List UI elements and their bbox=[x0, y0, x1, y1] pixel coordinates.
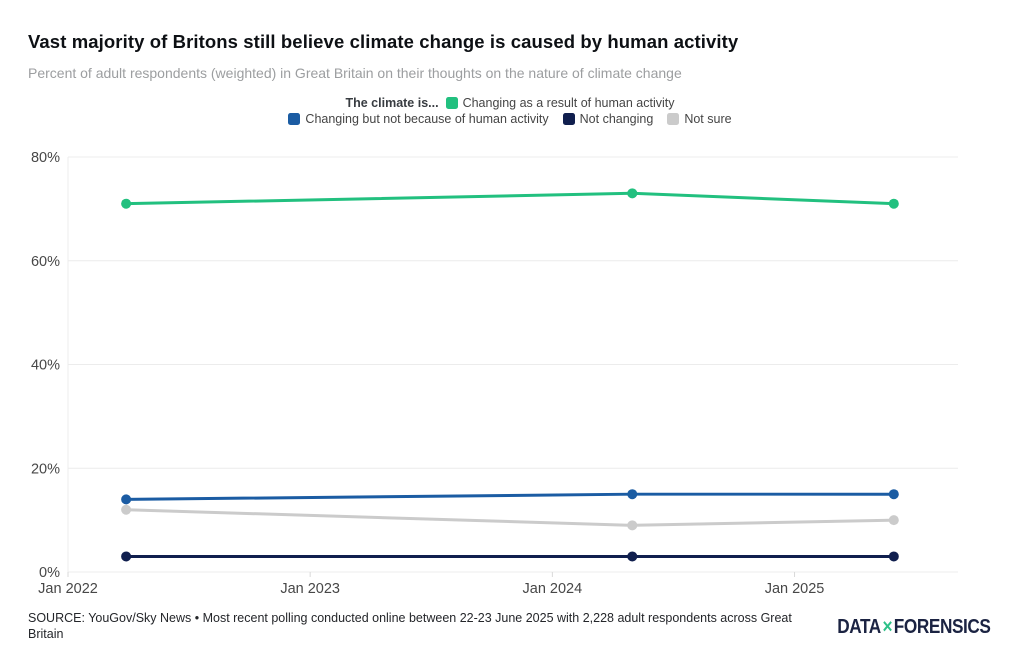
line-chart-svg: 0% 20% 40% 60% 80% Jan 2022 Jan 2023 Jan 2024 Ja… bbox=[31, 150, 958, 597]
legend-item-human-activity: Changing as a result of human activity bbox=[445, 96, 675, 110]
series-line bbox=[124, 492, 896, 501]
logo-text-data: DATA bbox=[836, 615, 881, 638]
data-point bbox=[121, 551, 132, 562]
legend-item-label: Not changing bbox=[579, 112, 654, 126]
y-tick-label-80: 80% bbox=[31, 150, 60, 166]
y-tick-label-0: 0% bbox=[39, 565, 60, 581]
legend-title: The climate is... bbox=[345, 96, 439, 110]
data-point bbox=[627, 551, 638, 562]
data-point bbox=[627, 520, 638, 531]
y-tick-label-20: 20% bbox=[31, 461, 60, 477]
y-tick-label-60: 60% bbox=[31, 254, 60, 270]
data-point bbox=[888, 489, 899, 500]
legend-row-2: Changing but not because of human activi… bbox=[288, 112, 732, 126]
data-point bbox=[627, 489, 638, 500]
legend-row-1: The climate is... Changing as a result o… bbox=[345, 96, 674, 110]
legend-swatch-blue-icon bbox=[288, 113, 301, 125]
legend-item-not-sure: Not sure bbox=[667, 112, 732, 126]
legend-swatch-navy-icon bbox=[562, 113, 575, 125]
data-point bbox=[888, 198, 899, 209]
legend-item-label: Changing but not because of human activi… bbox=[305, 112, 549, 126]
legend-item-not-changing: Not changing bbox=[562, 112, 654, 126]
legend-item-label: Not sure bbox=[684, 112, 732, 126]
legend-swatch-gray-icon bbox=[667, 113, 680, 125]
data-point bbox=[121, 494, 132, 505]
logo-x-icon: × bbox=[881, 615, 892, 638]
data-forensics-logo: DATA × FORENSICS bbox=[836, 615, 991, 639]
x-tick-label-2025: Jan 2025 bbox=[765, 581, 825, 597]
data-point bbox=[888, 515, 899, 526]
data-point bbox=[627, 188, 638, 199]
data-point bbox=[888, 551, 899, 562]
legend-swatch-green-icon bbox=[445, 97, 458, 109]
series-line bbox=[124, 508, 896, 527]
chart-legend: The climate is... Changing as a result o… bbox=[0, 96, 1020, 126]
legend-item-label: Changing as a result of human activity bbox=[462, 96, 675, 110]
y-tick-label-40: 40% bbox=[31, 358, 60, 374]
data-point bbox=[121, 504, 132, 515]
x-tick-label-2024: Jan 2024 bbox=[523, 581, 583, 597]
x-tick-label-2022: Jan 2022 bbox=[38, 581, 98, 597]
page-title: Vast majority of Britons still believe c… bbox=[28, 31, 739, 52]
x-tick-label-2023: Jan 2023 bbox=[280, 581, 340, 597]
line-chart: 0% 20% 40% 60% 80% Jan 2022 Jan 2023 Jan 2024 Ja… bbox=[0, 135, 1020, 605]
page-subtitle: Percent of adult respondents (weighted) … bbox=[28, 65, 682, 81]
series-line bbox=[124, 191, 896, 206]
data-point bbox=[121, 198, 132, 209]
legend-item-not-human-activity: Changing but not because of human activi… bbox=[288, 112, 549, 126]
logo-text-forensics: FORENSICS bbox=[893, 615, 990, 638]
source-note: SOURCE: YouGov/Sky News • Most recent po… bbox=[28, 611, 792, 641]
